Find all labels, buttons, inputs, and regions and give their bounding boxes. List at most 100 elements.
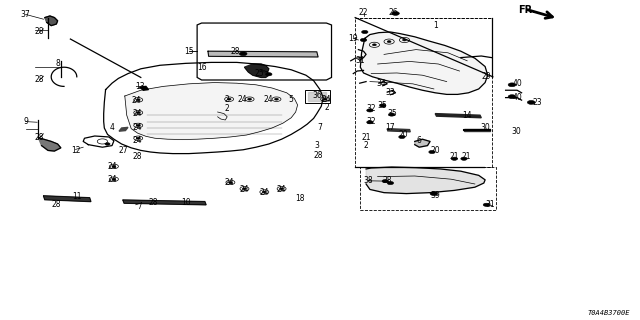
Text: 26: 26 [388, 8, 399, 17]
Text: 23: 23 [532, 98, 543, 107]
Bar [305, 90, 330, 103]
Text: 28: 28 [133, 152, 142, 161]
Text: 28: 28 [35, 28, 44, 36]
Text: 19: 19 [348, 34, 358, 43]
Circle shape [367, 121, 373, 124]
Circle shape [382, 180, 388, 183]
Text: 12: 12 [71, 146, 80, 155]
Text: 15: 15 [184, 47, 194, 56]
Text: 22: 22 [359, 8, 368, 17]
Text: 20: 20 [430, 146, 440, 155]
Text: 24: 24 [264, 95, 274, 104]
Polygon shape [360, 32, 488, 94]
Text: 24: 24 [321, 95, 332, 104]
Text: FR.: FR. [518, 5, 536, 15]
Polygon shape [125, 83, 298, 140]
Text: 4: 4 [109, 124, 115, 132]
Text: 21: 21 [450, 152, 459, 161]
Text: 2: 2 [225, 95, 230, 104]
Text: 16: 16 [196, 63, 207, 72]
Text: 39: 39 [430, 191, 440, 200]
Circle shape [429, 150, 435, 154]
Text: 18: 18 [295, 194, 304, 203]
Text: 24: 24 [239, 185, 250, 194]
Text: 24: 24 [132, 124, 143, 132]
Circle shape [508, 83, 516, 87]
Circle shape [275, 98, 278, 100]
Text: 32: 32 [366, 104, 376, 113]
Circle shape [228, 181, 232, 183]
Circle shape [323, 98, 327, 100]
Text: 32: 32 [366, 117, 376, 126]
Polygon shape [208, 51, 318, 57]
Circle shape [367, 109, 373, 112]
Text: 13: 13 [134, 82, 145, 91]
Text: 2: 2 [225, 104, 230, 113]
Text: 3: 3 [314, 141, 319, 150]
Circle shape [483, 203, 490, 206]
Circle shape [461, 157, 467, 160]
Text: 36: 36 [312, 92, 322, 100]
Polygon shape [464, 129, 490, 131]
Text: 2: 2 [364, 141, 369, 150]
Circle shape [527, 100, 535, 104]
Text: 28: 28 [149, 198, 158, 207]
Polygon shape [140, 86, 148, 90]
Text: 24: 24 [107, 175, 117, 184]
Text: 20: 20 [398, 130, 408, 139]
Circle shape [136, 99, 140, 101]
Polygon shape [45, 16, 58, 26]
Text: 24: 24 [132, 109, 143, 118]
Circle shape [399, 135, 405, 139]
Text: 31: 31 [485, 200, 495, 209]
Text: 24: 24 [276, 185, 287, 194]
Text: 28: 28 [383, 176, 392, 185]
Polygon shape [308, 92, 326, 101]
Circle shape [136, 137, 140, 139]
Circle shape [403, 39, 406, 41]
Circle shape [387, 41, 391, 43]
Text: 28: 28 [35, 76, 44, 84]
Polygon shape [123, 200, 206, 205]
Polygon shape [366, 167, 485, 194]
Circle shape [266, 73, 272, 76]
Text: 24: 24 [132, 136, 143, 145]
Circle shape [227, 98, 231, 100]
Text: T0A4B3700E: T0A4B3700E [588, 310, 630, 316]
Circle shape [112, 178, 116, 180]
Polygon shape [244, 64, 269, 77]
Text: 14: 14 [462, 111, 472, 120]
Text: 8: 8 [55, 60, 60, 68]
Circle shape [262, 191, 266, 193]
Text: 5: 5 [289, 95, 294, 104]
Polygon shape [435, 114, 481, 118]
Text: 27: 27 [118, 146, 128, 155]
Circle shape [136, 124, 140, 126]
Text: 40: 40 [512, 93, 522, 102]
Text: 21: 21 [362, 133, 371, 142]
Text: 28: 28 [35, 133, 44, 142]
Text: 40: 40 [512, 79, 522, 88]
Circle shape [388, 113, 395, 116]
Polygon shape [415, 139, 430, 147]
Circle shape [243, 188, 246, 190]
Text: 35: 35 [387, 109, 397, 118]
Text: 24: 24 [259, 188, 269, 197]
Circle shape [451, 157, 458, 160]
Text: 9: 9 [23, 117, 28, 126]
Text: 28: 28 [314, 151, 323, 160]
Circle shape [248, 98, 252, 100]
Polygon shape [38, 138, 61, 151]
Circle shape [136, 112, 140, 114]
Text: 37: 37 [20, 10, 31, 19]
Text: 24: 24 [237, 95, 247, 104]
Text: 28: 28 [231, 47, 240, 56]
Text: 10: 10 [180, 198, 191, 207]
Circle shape [112, 165, 116, 167]
Text: 25: 25 [254, 69, 264, 78]
Bar [355, 18, 492, 167]
Text: 2: 2 [324, 103, 329, 112]
Circle shape [387, 181, 394, 185]
Text: 38: 38 [363, 176, 373, 185]
Circle shape [380, 104, 386, 107]
